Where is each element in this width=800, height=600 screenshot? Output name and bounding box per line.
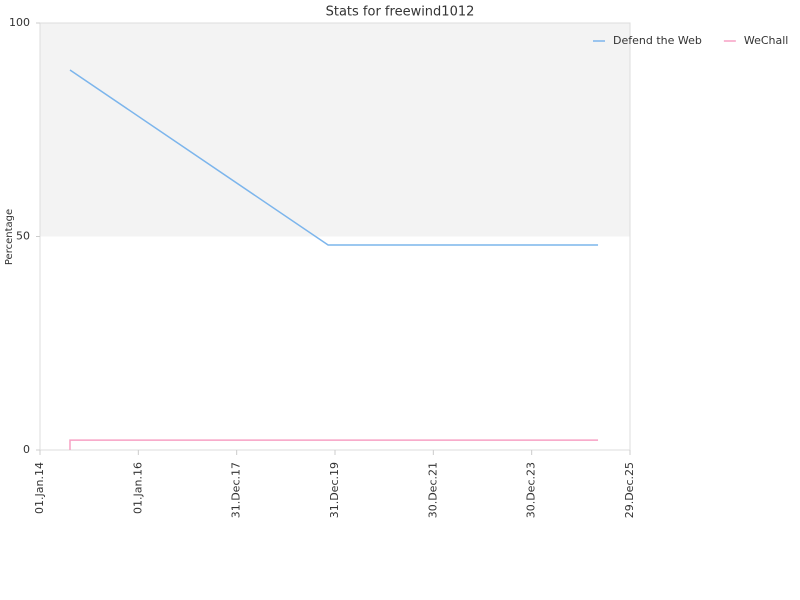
plot-band — [40, 23, 630, 237]
series-line — [69, 69, 599, 246]
y-tick-label: 50 — [16, 230, 30, 243]
series-line — [69, 439, 599, 450]
chart-title: Stats for freewind1012 — [326, 5, 475, 20]
legend-label: WeChall — [744, 34, 789, 47]
x-tick-label: 31.Dec.19 — [328, 462, 341, 518]
x-tick-label: 31.Dec.17 — [230, 462, 243, 518]
x-tick-label: 30.Dec.23 — [525, 462, 538, 518]
x-tick-label: 01.Jan.16 — [131, 462, 144, 514]
legend-label: Defend the Web — [613, 34, 702, 47]
y-axis-label: Percentage — [4, 209, 15, 265]
x-tick-label: 29.Dec.25 — [623, 462, 636, 518]
x-tick-label: 30.Dec.21 — [426, 462, 439, 518]
x-tick-label: 01.Jan.14 — [33, 462, 46, 514]
y-tick-label: 0 — [23, 443, 30, 456]
y-tick-label: 100 — [9, 16, 30, 29]
